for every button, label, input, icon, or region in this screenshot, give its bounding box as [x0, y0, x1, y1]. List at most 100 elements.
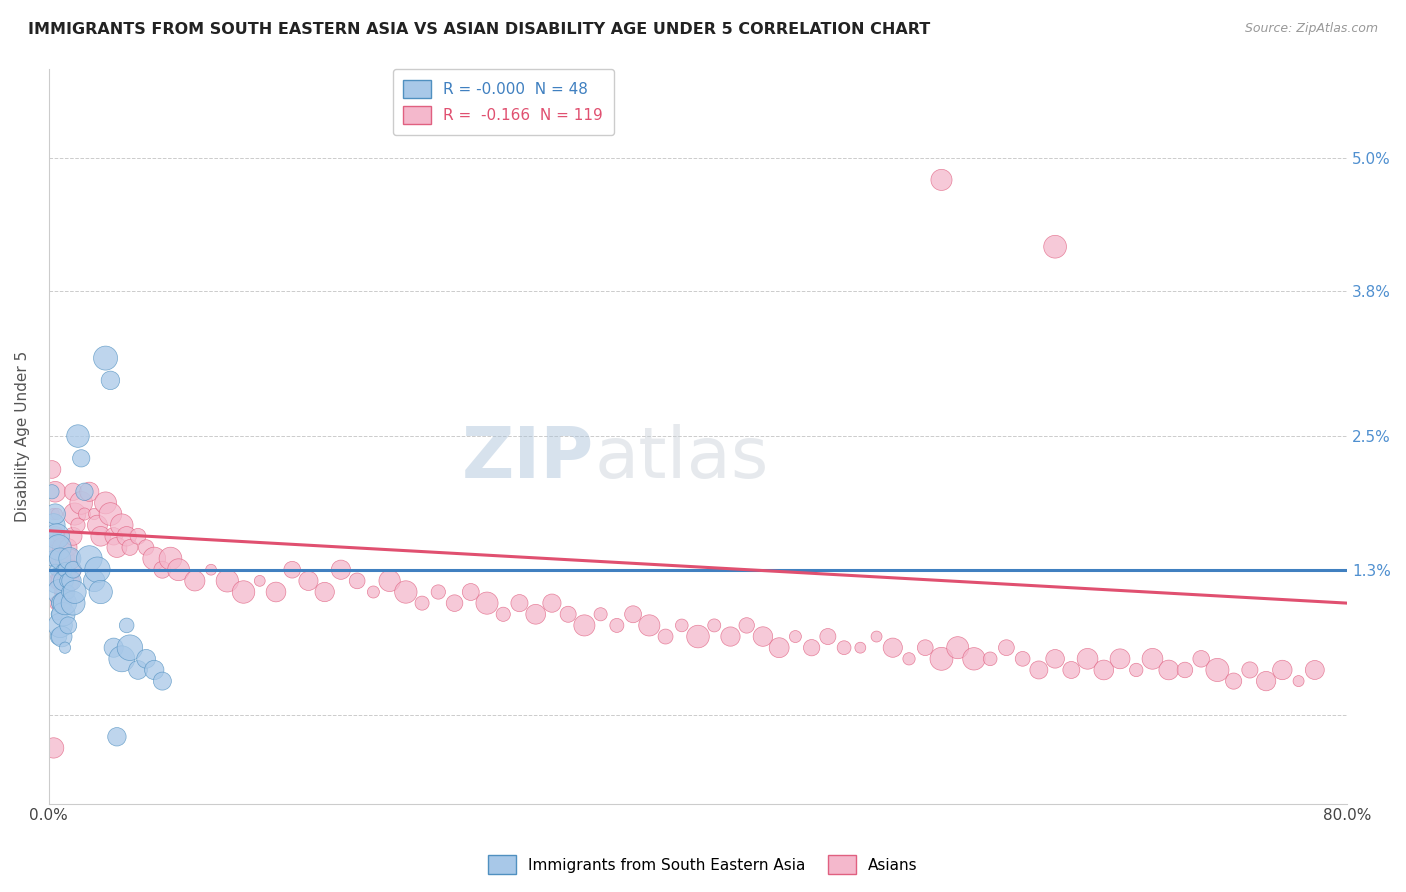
Point: [931, 652, 953, 666]
Point: [55, 563, 77, 577]
Point: [752, 630, 775, 644]
Point: [79, 551, 101, 566]
Legend: R = -0.000  N = 48, R =  -0.166  N = 119: R = -0.000 N = 48, R = -0.166 N = 119: [392, 69, 613, 135]
Point: [83, 574, 105, 588]
Point: [53, 640, 76, 655]
Point: [58, 585, 80, 599]
Point: [48, 529, 70, 543]
Point: [115, 618, 138, 632]
Point: [53, 585, 76, 599]
Point: [48, 596, 70, 610]
Point: [103, 529, 125, 543]
Point: [946, 640, 969, 655]
Point: [475, 596, 498, 610]
Point: [60, 574, 83, 588]
Point: [105, 730, 128, 744]
Point: [281, 563, 304, 577]
Point: [1206, 663, 1229, 677]
Point: [963, 652, 986, 666]
Point: [184, 574, 207, 588]
Point: [51, 630, 73, 644]
Point: [73, 507, 96, 521]
Point: [1011, 652, 1033, 666]
Point: [49, 618, 72, 632]
Point: [346, 574, 368, 588]
Point: [135, 652, 157, 666]
Point: [150, 563, 173, 577]
Point: [59, 551, 82, 566]
Point: [94, 496, 117, 510]
Point: [73, 484, 96, 499]
Point: [143, 551, 166, 566]
Point: [83, 507, 105, 521]
Point: [995, 640, 1018, 655]
Point: [232, 585, 254, 599]
Point: [686, 630, 709, 644]
Point: [118, 541, 141, 555]
Point: [45, 551, 67, 566]
Point: [314, 585, 336, 599]
Point: [53, 596, 76, 610]
Text: IMMIGRANTS FROM SOUTH EASTERN ASIA VS ASIAN DISABILITY AGE UNDER 5 CORRELATION C: IMMIGRANTS FROM SOUTH EASTERN ASIA VS AS…: [28, 22, 931, 37]
Point: [90, 585, 112, 599]
Text: atlas: atlas: [595, 424, 769, 492]
Point: [1189, 652, 1212, 666]
Point: [1271, 663, 1294, 677]
Point: [70, 496, 93, 510]
Point: [49, 585, 72, 599]
Point: [411, 596, 433, 610]
Point: [103, 640, 125, 655]
Point: [159, 551, 181, 566]
Point: [62, 484, 84, 499]
Point: [58, 574, 80, 588]
Point: [118, 640, 141, 655]
Point: [1092, 663, 1115, 677]
Point: [914, 640, 936, 655]
Point: [48, 541, 70, 555]
Point: [111, 518, 134, 533]
Point: [100, 507, 122, 521]
Point: [42, 541, 65, 555]
Text: ZIP: ZIP: [463, 424, 595, 492]
Point: [105, 541, 128, 555]
Point: [817, 630, 839, 644]
Legend: Immigrants from South Eastern Asia, Asians: Immigrants from South Eastern Asia, Asia…: [482, 849, 924, 880]
Point: [492, 607, 515, 622]
Point: [1174, 663, 1197, 677]
Point: [1142, 652, 1164, 666]
Point: [58, 541, 80, 555]
Point: [42, 507, 65, 521]
Point: [44, 484, 66, 499]
Point: [378, 574, 401, 588]
Point: [1043, 652, 1066, 666]
Point: [200, 563, 222, 577]
Point: [849, 640, 872, 655]
Point: [90, 529, 112, 543]
Point: [79, 484, 101, 499]
Point: [671, 618, 693, 632]
Point: [52, 574, 75, 588]
Point: [52, 596, 75, 610]
Point: [143, 663, 166, 677]
Point: [329, 563, 352, 577]
Point: [979, 652, 1001, 666]
Point: [62, 563, 84, 577]
Point: [49, 551, 72, 566]
Point: [638, 618, 661, 632]
Point: [62, 529, 84, 543]
Point: [1303, 663, 1326, 677]
Point: [443, 596, 465, 610]
Point: [735, 618, 758, 632]
Point: [1060, 663, 1083, 677]
Point: [49, 551, 72, 566]
Point: [654, 630, 676, 644]
Point: [115, 529, 138, 543]
Point: [249, 574, 271, 588]
Text: Source: ZipAtlas.com: Source: ZipAtlas.com: [1244, 22, 1378, 36]
Point: [621, 607, 644, 622]
Point: [264, 585, 287, 599]
Point: [66, 518, 89, 533]
Point: [51, 563, 73, 577]
Point: [524, 607, 547, 622]
Point: [52, 607, 75, 622]
